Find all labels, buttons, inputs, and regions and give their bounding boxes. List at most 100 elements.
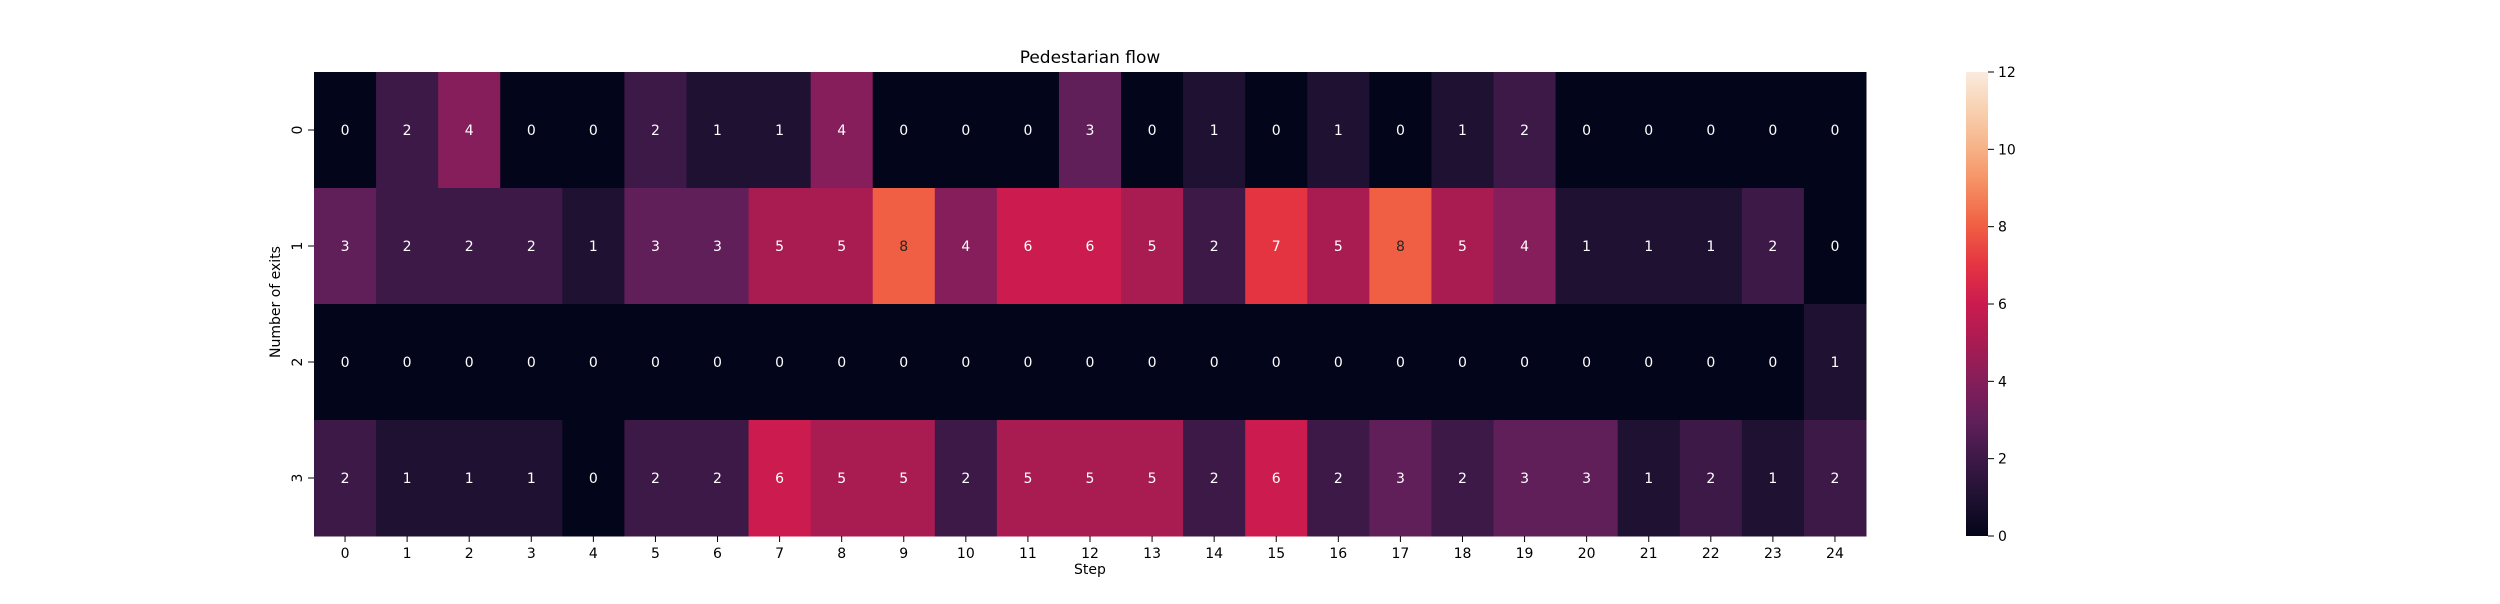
heatmap-cell-label: 6 bbox=[1272, 471, 1281, 487]
heatmap-cell bbox=[934, 420, 998, 537]
heatmap-cell-label: 2 bbox=[1210, 471, 1219, 487]
heatmap-cell bbox=[1679, 420, 1743, 537]
heatmap-cell-label: 1 bbox=[1644, 471, 1653, 487]
heatmap-cell-label: 2 bbox=[1458, 471, 1467, 487]
heatmap-cell bbox=[1555, 420, 1619, 537]
heatmap-cell bbox=[624, 304, 687, 421]
heatmap-cell bbox=[996, 188, 1060, 305]
heatmap-cell bbox=[624, 188, 687, 305]
heatmap-cell-label: 1 bbox=[1210, 123, 1219, 139]
x-tick-label: 16 bbox=[1329, 546, 1347, 562]
heatmap-cell bbox=[1183, 188, 1246, 305]
heatmap-cell-label: 0 bbox=[1830, 239, 1839, 255]
y-tick-label: 1 bbox=[290, 242, 306, 251]
heatmap-cell bbox=[1741, 420, 1805, 537]
heatmap-cell-label: 1 bbox=[403, 471, 412, 487]
heatmap-cell-label: 0 bbox=[1272, 123, 1281, 139]
x-tick-label: 8 bbox=[837, 546, 846, 562]
heatmap-cell bbox=[1245, 72, 1308, 189]
heatmap-cell-label: 0 bbox=[341, 355, 350, 371]
heatmap-cell bbox=[1369, 188, 1432, 305]
heatmap-cell-label: 0 bbox=[589, 355, 598, 371]
heatmap-cell-label: 0 bbox=[837, 355, 846, 371]
heatmap-cell bbox=[1617, 188, 1681, 305]
colorbar: 0 2 4 6 8 10 12 bbox=[1966, 65, 2016, 545]
heatmap-cell-label: 0 bbox=[899, 355, 908, 371]
heatmap-cell bbox=[1493, 188, 1557, 305]
heatmap-cell-label: 1 bbox=[589, 239, 598, 255]
heatmap-cell bbox=[1741, 72, 1805, 189]
heatmap-cell-label: 0 bbox=[527, 123, 536, 139]
heatmap-cell-label: 0 bbox=[1706, 123, 1715, 139]
heatmap-cell-label: 3 bbox=[1396, 471, 1405, 487]
heatmap-cell bbox=[1369, 420, 1432, 537]
heatmap-cell bbox=[562, 188, 625, 305]
heatmap-cell-label: 1 bbox=[775, 123, 784, 139]
heatmap-cell bbox=[314, 420, 377, 537]
heatmap-cell bbox=[562, 304, 625, 421]
heatmap-cell bbox=[1617, 304, 1681, 421]
colorbar-tick-label: 6 bbox=[1998, 297, 2007, 313]
heatmap-cell-label: 8 bbox=[899, 239, 908, 255]
heatmap-cell-label: 1 bbox=[1334, 123, 1343, 139]
heatmap-cell-label: 5 bbox=[837, 239, 846, 255]
heatmap-cell bbox=[1121, 420, 1184, 537]
heatmap-cell bbox=[996, 420, 1060, 537]
x-tick-label: 9 bbox=[899, 546, 908, 562]
heatmap-cell-label: 0 bbox=[589, 123, 598, 139]
heatmap-cell bbox=[748, 304, 812, 421]
heatmap-cell-label: 5 bbox=[1086, 471, 1095, 487]
heatmap-cell-label: 2 bbox=[713, 471, 722, 487]
x-tick-label: 1 bbox=[403, 546, 412, 562]
colorbar-tick-label: 0 bbox=[1998, 529, 2007, 545]
heatmap-cell-label: 2 bbox=[651, 471, 660, 487]
heatmap-cell-label: 1 bbox=[713, 123, 722, 139]
colorbar-tick-label: 8 bbox=[1998, 220, 2007, 236]
heatmap-cell bbox=[872, 72, 936, 189]
heatmap-cell-label: 0 bbox=[1644, 355, 1653, 371]
x-tick-label: 14 bbox=[1205, 546, 1223, 562]
heatmap-cells bbox=[314, 72, 1867, 537]
heatmap-cell-label: 5 bbox=[899, 471, 908, 487]
heatmap-cell bbox=[996, 304, 1060, 421]
heatmap-cell bbox=[1431, 304, 1495, 421]
heatmap-cell bbox=[500, 72, 563, 189]
heatmap-cell bbox=[748, 72, 812, 189]
heatmap-cell bbox=[1803, 304, 1867, 421]
colorbar-tick-label: 12 bbox=[1998, 65, 2016, 81]
heatmap-cell bbox=[1369, 304, 1432, 421]
heatmap-cell bbox=[1741, 188, 1805, 305]
heatmap-cell-label: 4 bbox=[837, 123, 846, 139]
x-tick-label: 4 bbox=[589, 546, 598, 562]
heatmap-cell-label: 3 bbox=[341, 239, 350, 255]
heatmap-cell bbox=[872, 304, 936, 421]
heatmap-cell bbox=[1431, 420, 1495, 537]
heatmap-cell-label: 4 bbox=[465, 123, 474, 139]
colorbar-tick-label: 10 bbox=[1998, 142, 2016, 158]
x-tick-label: 17 bbox=[1391, 546, 1409, 562]
y-tick-label: 0 bbox=[290, 126, 306, 135]
heatmap-cell bbox=[376, 72, 439, 189]
heatmap-cell-label: 2 bbox=[1768, 239, 1777, 255]
colorbar-tick-label: 4 bbox=[1998, 374, 2007, 390]
heatmap-cell bbox=[1431, 72, 1495, 189]
x-tick-label: 18 bbox=[1454, 546, 1472, 562]
heatmap-cell bbox=[1679, 72, 1743, 189]
heatmap-cell bbox=[1245, 188, 1308, 305]
x-tick-label: 23 bbox=[1764, 546, 1782, 562]
heatmap-cell bbox=[438, 72, 501, 189]
heatmap-cell bbox=[1121, 304, 1184, 421]
heatmap-cell-label: 2 bbox=[465, 239, 474, 255]
heatmap-cell bbox=[376, 188, 439, 305]
heatmap-cell bbox=[1183, 420, 1246, 537]
heatmap-cell bbox=[686, 304, 750, 421]
heatmap-cell-label: 0 bbox=[713, 355, 722, 371]
heatmap-cell bbox=[1741, 304, 1805, 421]
heatmap-cell-label: 5 bbox=[1148, 239, 1157, 255]
y-axis: 0 1 2 3 bbox=[290, 126, 314, 482]
heatmap-cell-label: 5 bbox=[1023, 471, 1032, 487]
heatmap-cell-label: 0 bbox=[1272, 355, 1281, 371]
heatmap-cell-label: 1 bbox=[1768, 471, 1777, 487]
heatmap-cell-label: 1 bbox=[1706, 239, 1715, 255]
